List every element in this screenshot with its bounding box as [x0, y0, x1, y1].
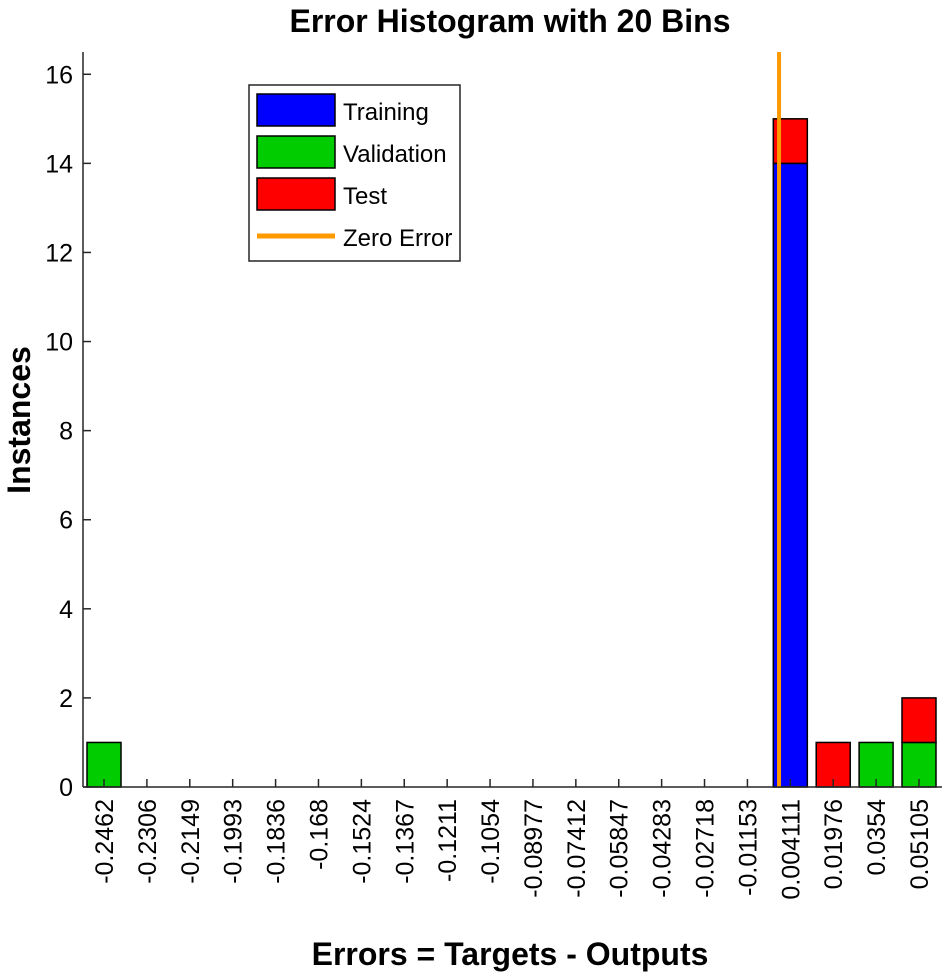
legend-swatch-training [256, 93, 336, 127]
legend-swatch-test [256, 177, 336, 211]
legend-label-zero-error: Zero Error [343, 225, 452, 252]
y-tick-label-4: 4 [59, 596, 73, 624]
x-tick-label-6: -0.1524 [348, 799, 376, 884]
x-tick-label-7: -0.1367 [391, 799, 419, 884]
plot-area: 0 2 4 6 8 10 12 14 16 -0.2462 -0.2306 -0.2149 -0.199… [45, 52, 942, 900]
y-tick-label-6: 6 [59, 507, 73, 535]
x-tick-label-3: -0.1993 [220, 799, 248, 884]
chart-title: Error Histogram with 20 Bins [290, 3, 731, 39]
bar-test-19 [901, 697, 937, 744]
x-tick-label-0: -0.2462 [91, 799, 119, 884]
x-tick-label-4: -0.1836 [263, 799, 291, 884]
x-tick-label-15: -0.01153 [734, 799, 762, 896]
plot-background [83, 52, 942, 787]
x-tick-label-17: 0.01976 [820, 799, 848, 889]
legend-label-validation: Validation [343, 141, 447, 168]
y-tick-label-12: 12 [45, 239, 73, 267]
x-tick-label-10: -0.08977 [520, 799, 548, 898]
x-axis-label: Errors = Targets - Outputs [312, 936, 709, 972]
x-tick-label-11: -0.07412 [563, 799, 591, 898]
x-tick-label-18: 0.0354 [863, 799, 891, 876]
y-tick-label-8: 8 [59, 418, 73, 446]
x-tick-label-19: 0.05105 [906, 799, 934, 889]
legend-label-test: Test [343, 183, 387, 210]
legend-label-training: Training [343, 99, 429, 126]
x-tick-label-13: -0.04283 [649, 799, 677, 898]
y-tick-label-10: 10 [45, 329, 73, 357]
x-tick-label-12: -0.05847 [606, 799, 634, 898]
y-tick-label-16: 16 [45, 61, 73, 89]
x-tick-label-14: -0.02718 [692, 799, 720, 898]
y-tick-label-14: 14 [45, 150, 73, 178]
x-tick-label-16: 0.004111 [777, 799, 805, 900]
x-tick-label-1: -0.2306 [134, 799, 162, 884]
x-tick-label-9: -0.1054 [477, 799, 505, 884]
x-tick-label-2: -0.2149 [177, 799, 205, 884]
legend-swatch-validation [256, 135, 336, 169]
x-tick-label-8: -0.1211 [434, 799, 462, 882]
y-axis-label: Instances [1, 346, 37, 494]
x-tick-label-5: -0.168 [305, 799, 333, 870]
y-tick-label-0: 0 [59, 774, 73, 802]
y-tick-label-2: 2 [59, 685, 73, 713]
